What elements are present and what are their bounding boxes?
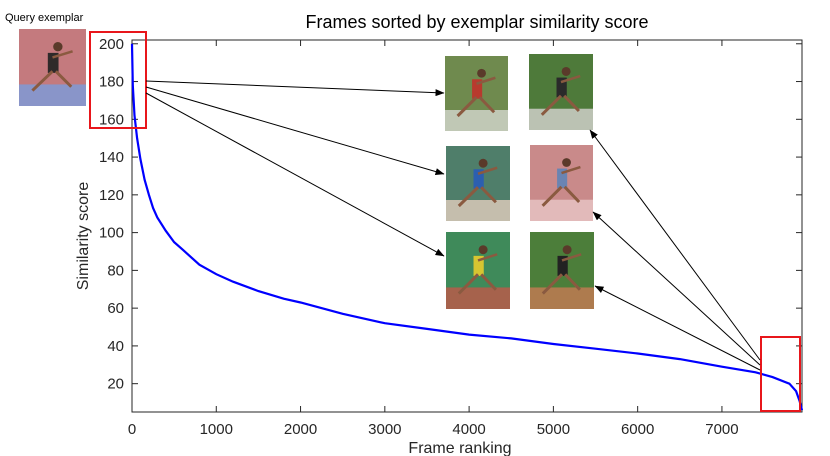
y-axis-title: Similarity score [75, 182, 92, 291]
athlete-body [473, 255, 484, 276]
athlete-head [478, 245, 488, 255]
athlete-arm [561, 165, 581, 175]
highlight-box-bottom [760, 336, 801, 412]
x-tick-label: 5000 [537, 421, 570, 438]
athlete-arm [477, 253, 498, 262]
x-tick-label: 0 [128, 421, 136, 438]
similarity-curve [130, 43, 804, 411]
y-tick-label: 120 [99, 187, 124, 204]
athlete-head [562, 158, 571, 167]
y-tick-label: 80 [107, 262, 124, 279]
thumbnails [19, 29, 594, 309]
thumb-track [529, 108, 593, 130]
arrow-bottom [589, 129, 761, 361]
x-axis-title: Frame ranking [408, 440, 511, 456]
highlight-boxes [89, 31, 801, 412]
athlete-leg [564, 273, 582, 291]
athlete-arm [560, 74, 581, 84]
y-tick-label: 40 [107, 338, 124, 355]
thumb-track [530, 199, 593, 221]
athlete-head [477, 68, 486, 78]
athlete-leg [541, 273, 564, 295]
y-tick-label: 160 [99, 111, 124, 128]
athlete-leg [541, 185, 563, 207]
thumb-query [19, 29, 86, 106]
athlete-leg [456, 96, 478, 118]
athlete-body [557, 255, 568, 276]
athlete-head [478, 158, 488, 168]
athlete-leg [478, 96, 496, 114]
highlight-box-top [89, 31, 147, 129]
thumb-track [530, 287, 594, 309]
arrow-bottom [594, 285, 761, 371]
athlete-body [47, 52, 59, 73]
thumb-sprinter-yellow [446, 232, 510, 309]
athlete-leg [563, 94, 580, 113]
arrow-bottom [592, 211, 761, 366]
thumb-jumper-green [529, 54, 593, 130]
x-tick-label: 1000 [200, 421, 233, 438]
thumb-sprinter-blue [446, 146, 510, 221]
thumb-track [446, 287, 510, 309]
athlete-arm [476, 76, 496, 85]
query-label: Query exemplar [5, 12, 84, 24]
athlete-body [472, 79, 483, 99]
y-tick-label: 60 [107, 300, 124, 317]
athlete-head [53, 42, 63, 52]
thumb-track [445, 110, 508, 131]
athlete-body [556, 77, 567, 98]
thumb-track [446, 200, 510, 221]
x-tick-label: 6000 [621, 421, 654, 438]
arrow-top [145, 80, 445, 97]
y-tick-label: 200 [99, 36, 124, 53]
arrow-top [145, 92, 445, 257]
plot-area [131, 39, 803, 413]
athlete-arm [477, 166, 498, 175]
thumb-jumper-black [530, 232, 594, 309]
chart-title: Frames sorted by exemplar similarity sco… [305, 12, 648, 32]
athlete-leg [480, 186, 497, 204]
athlete-leg [540, 94, 563, 116]
y-tick-label: 20 [107, 376, 124, 393]
athlete-leg [563, 185, 581, 204]
athlete-arm [52, 50, 73, 59]
x-axis-ticks: 0 1000 2000 3000 4000 5000 6000 7000 [128, 40, 739, 438]
athlete-leg [54, 70, 73, 88]
x-tick-label: 4000 [452, 421, 485, 438]
y-tick-label: 100 [99, 225, 124, 242]
athlete-leg [31, 70, 54, 92]
axes-frame [131, 39, 803, 413]
y-tick-label: 140 [99, 149, 124, 166]
athlete-arm [561, 253, 582, 262]
x-tick-label: 7000 [705, 421, 738, 438]
x-tick-label: 3000 [368, 421, 401, 438]
athlete-body [473, 169, 484, 189]
athlete-leg [457, 273, 480, 295]
athlete-head [562, 245, 572, 255]
athlete-leg [457, 186, 480, 208]
athlete-leg [480, 273, 498, 291]
arrow-top [145, 86, 445, 175]
thumb-jumper-pink [530, 145, 593, 221]
thumb-track [19, 84, 86, 106]
athlete-body [557, 168, 568, 189]
y-axis-ticks: 20 40 60 80 100 120 140 160 180 200 [99, 36, 802, 393]
x-tick-label: 2000 [284, 421, 317, 438]
arrows [145, 80, 761, 371]
y-tick-label: 180 [99, 74, 124, 91]
athlete-head [561, 67, 571, 76]
thumb-sprinter-red [445, 56, 508, 131]
